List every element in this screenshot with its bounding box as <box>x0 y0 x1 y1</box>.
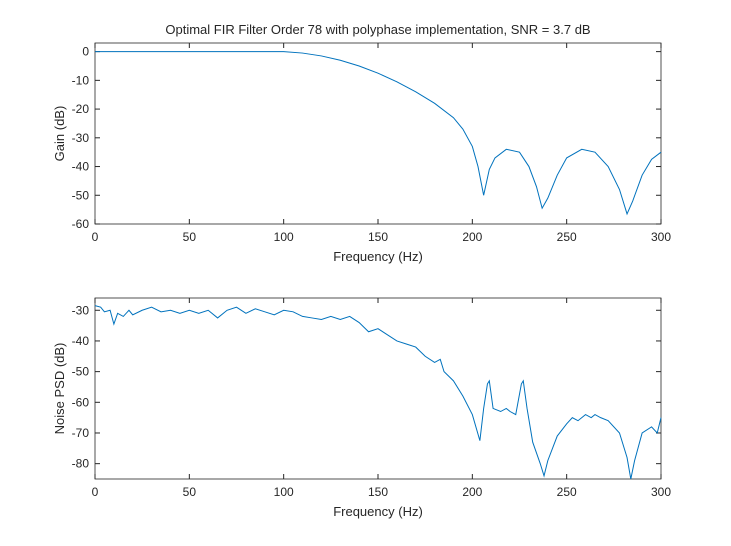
y-axis-label: Gain (dB) <box>52 106 67 162</box>
y-tick-label: -80 <box>72 457 90 471</box>
x-tick-label: 200 <box>462 230 482 244</box>
plot-area <box>94 297 662 480</box>
y-tick-label: -70 <box>72 426 90 440</box>
chart-title: Optimal FIR Filter Order 78 with polypha… <box>165 22 590 37</box>
x-tick-label: 50 <box>183 230 197 244</box>
x-tick-label: 100 <box>274 485 294 499</box>
x-tick-label: 250 <box>557 485 577 499</box>
x-tick-label: 200 <box>462 485 482 499</box>
x-tick-label: 250 <box>557 230 577 244</box>
y-tick-label: -60 <box>72 217 90 231</box>
y-tick-label: -20 <box>72 102 90 116</box>
y-tick-label: -40 <box>72 334 90 348</box>
x-tick-label: 50 <box>183 485 197 499</box>
y-tick-label: -30 <box>72 303 90 317</box>
x-tick-label: 150 <box>368 485 388 499</box>
data-line <box>95 51 662 216</box>
y-tick-label: -50 <box>72 365 90 379</box>
x-tick-label: 100 <box>274 230 294 244</box>
y-tick-label: -60 <box>72 395 90 409</box>
x-axis-label: Frequency (Hz) <box>333 504 423 519</box>
y-tick-label: -50 <box>72 188 90 202</box>
x-tick-label: 300 <box>651 230 671 244</box>
y-tick-label: -40 <box>72 160 90 174</box>
x-tick-label: 150 <box>368 230 388 244</box>
y-tick-label: 0 <box>82 45 89 59</box>
x-axis-label: Frequency (Hz) <box>333 249 423 264</box>
data-line <box>94 305 662 480</box>
x-tick-label: 0 <box>92 485 99 499</box>
x-tick-label: 0 <box>92 230 99 244</box>
y-tick-label: -30 <box>72 131 90 145</box>
y-tick-label: -10 <box>72 73 90 87</box>
x-tick-label: 300 <box>651 485 671 499</box>
plot-area <box>94 42 662 225</box>
y-axis-label: Noise PSD (dB) <box>52 343 67 435</box>
